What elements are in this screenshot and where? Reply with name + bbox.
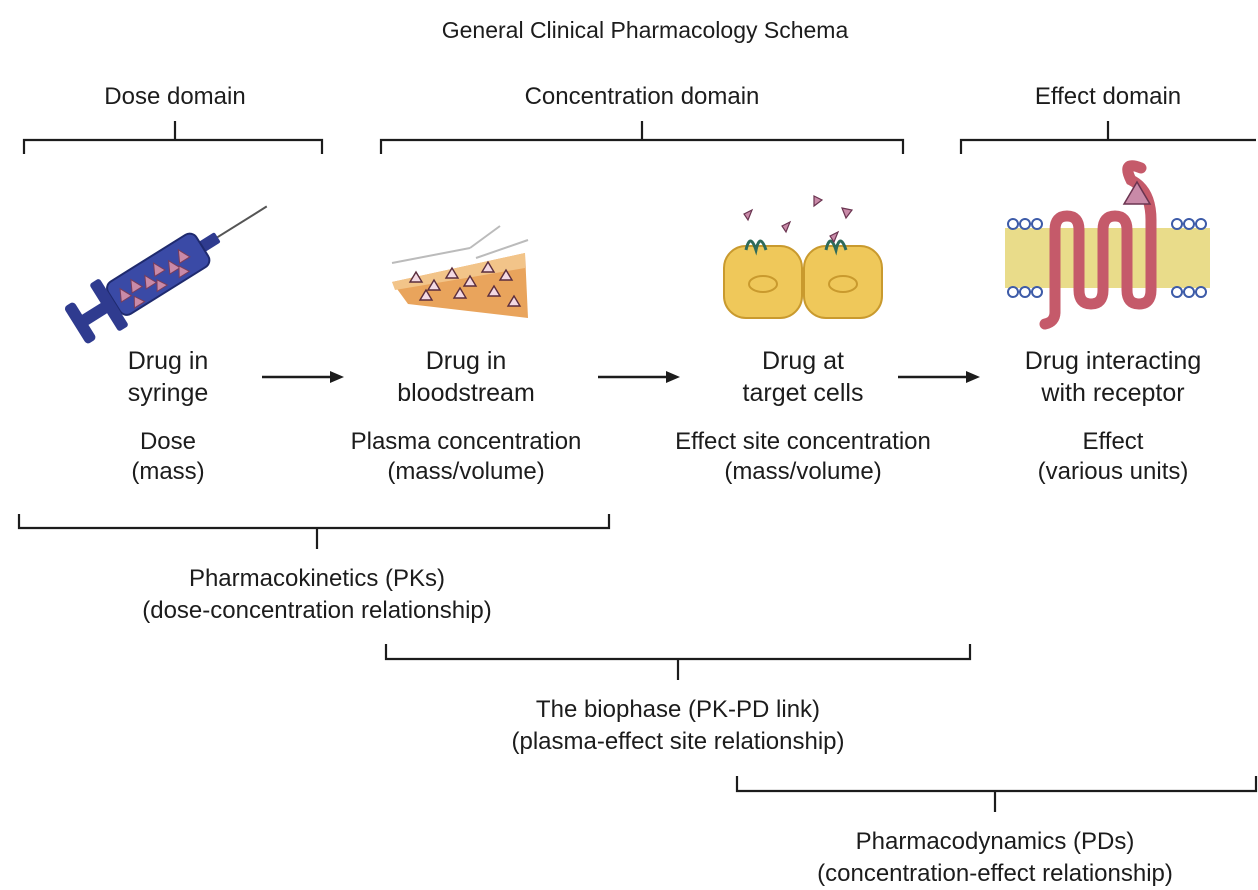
stage-label-target-cells: Drug at target cells xyxy=(742,347,864,407)
receptor-icon xyxy=(1005,160,1210,330)
bracket-pharmacokinetics xyxy=(17,514,611,549)
bracket-biophase xyxy=(384,644,972,680)
diagram-title: General Clinical Pharmacology Schema xyxy=(441,17,849,43)
relationship-biophase: The biophase (PK-PD link) (plasma-effect… xyxy=(511,696,845,755)
target-cells-icon xyxy=(723,195,883,319)
bracket-effect-domain xyxy=(959,121,1256,154)
syringe-icon xyxy=(64,205,268,344)
arrow-bloodstream-to-target xyxy=(598,371,680,383)
stage-label-receptor: Drug interacting with receptor xyxy=(1024,347,1202,407)
stage-label-syringe: Drug in syringe xyxy=(127,347,209,407)
bracket-pharmacodynamics xyxy=(735,776,1258,812)
measure-dose: Dose (mass) xyxy=(131,428,205,485)
measure-plasma-concentration: Plasma concentration (mass/volume) xyxy=(350,428,582,485)
domain-label-dose: Dose domain xyxy=(104,83,246,110)
arrow-syringe-to-bloodstream xyxy=(262,371,344,383)
relationship-pharmacodynamics: Pharmacodynamics (PDs) (concentration-ef… xyxy=(817,828,1173,887)
bracket-concentration-domain xyxy=(379,121,905,154)
arrow-target-to-receptor xyxy=(898,371,980,383)
measure-effect-site-concentration: Effect site concentration (mass/volume) xyxy=(675,428,931,485)
measure-effect: Effect (various units) xyxy=(1037,428,1189,485)
domain-label-effect: Effect domain xyxy=(1034,83,1182,110)
bracket-dose-domain xyxy=(22,121,324,154)
stage-label-bloodstream: Drug in bloodstream xyxy=(397,347,535,407)
bloodstream-icon xyxy=(391,225,529,318)
relationship-pharmacokinetics: Pharmacokinetics (PKs) (dose-concentrati… xyxy=(142,565,492,624)
domain-label-concentration: Concentration domain xyxy=(524,83,760,110)
